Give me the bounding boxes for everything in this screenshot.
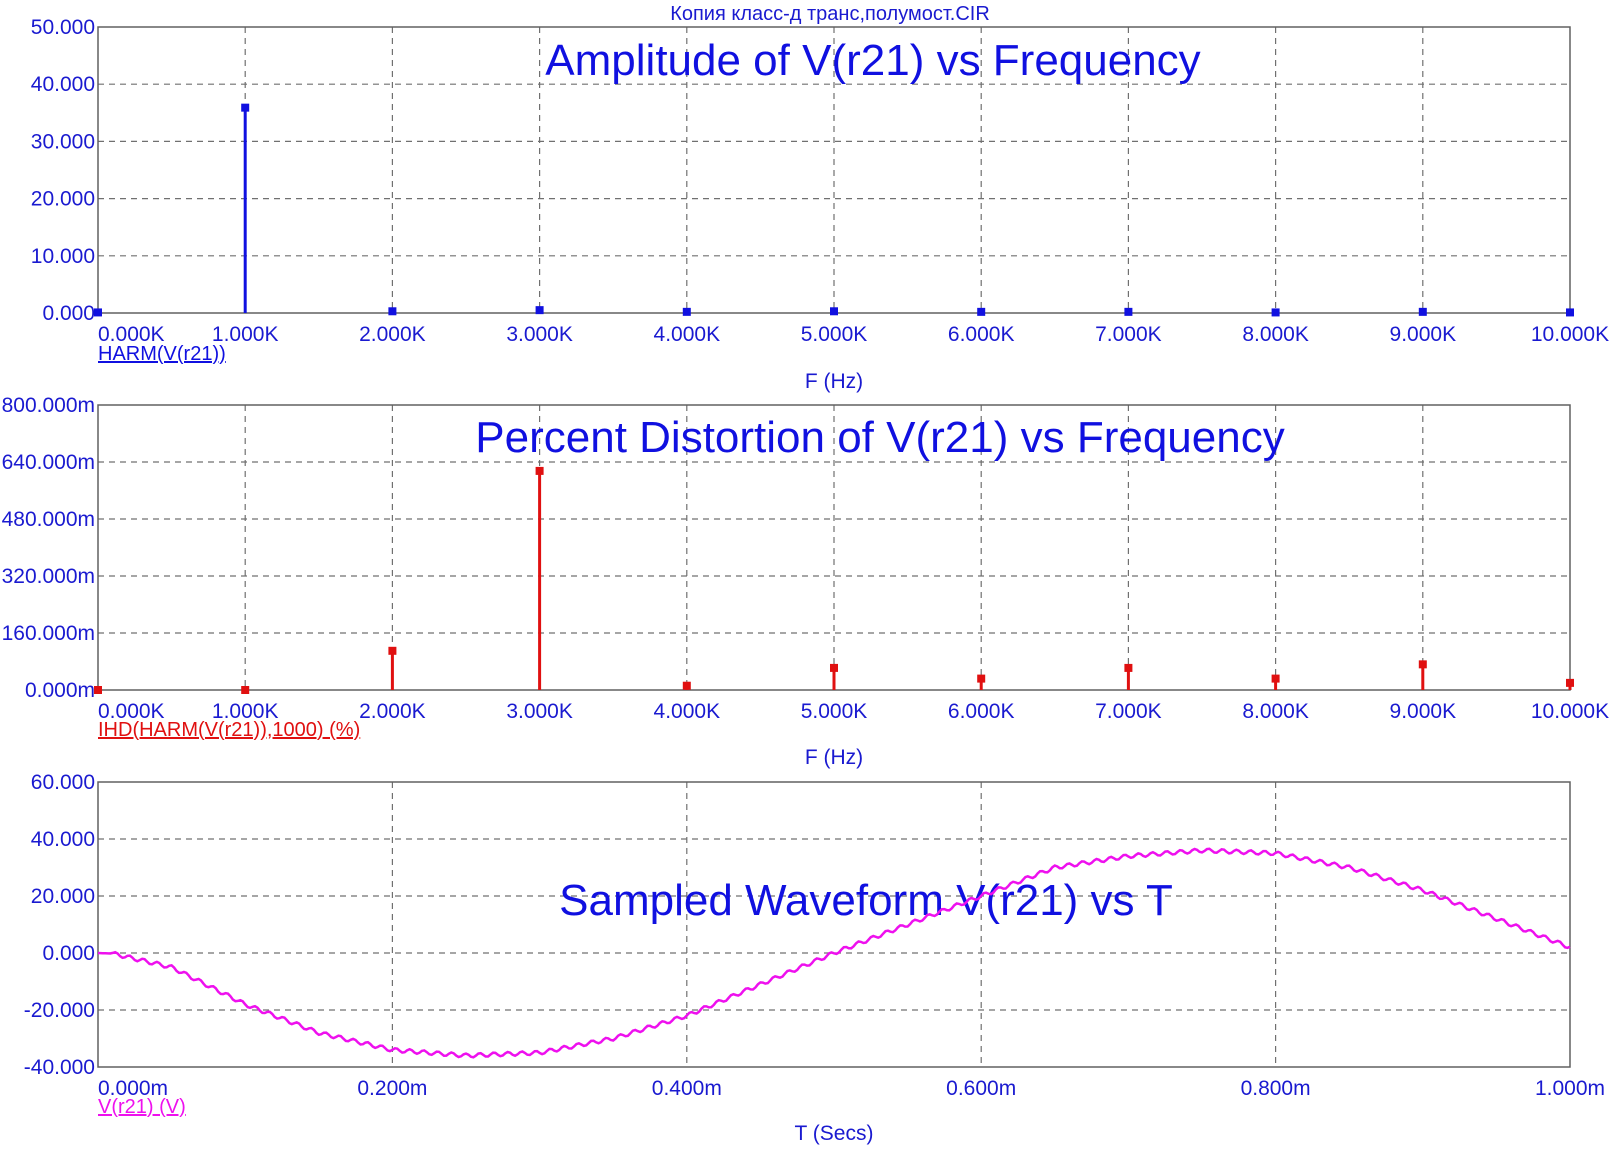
data-point: [535, 466, 544, 475]
y-tick-label: 20.000: [31, 188, 95, 211]
chart-panel-1: Amplitude of V(r21) vs Frequency 0.000 10.…: [31, 16, 1609, 393]
data-point: [830, 307, 838, 316]
y-tick-label: 40.000: [31, 828, 95, 851]
x-tick-label: 10.000K: [1531, 323, 1609, 346]
y-tick-label: 50.000: [31, 16, 95, 39]
x-tick-label: 5.000K: [801, 323, 868, 346]
x-axis-label: F (Hz): [805, 370, 863, 393]
x-tick-label: 7.000K: [1095, 323, 1162, 346]
x-tick-label: 1.000m: [1535, 1077, 1605, 1100]
data-point: [682, 681, 691, 690]
x-tick-label: 2.000K: [359, 323, 426, 346]
trace-label: IHD(HARM(V(r21)),1000) (%): [98, 719, 360, 741]
y-tick-label: 10.000: [31, 245, 95, 268]
x-axis-label: F (Hz): [805, 746, 863, 769]
x-tick-label: 8.000K: [1242, 323, 1309, 346]
x-tick-label: 1.000K: [212, 323, 279, 346]
x-tick-label: 10.000K: [1531, 700, 1609, 723]
trace-label: V(r21) (V): [98, 1096, 186, 1118]
y-tick-label: 0.000m: [25, 679, 95, 702]
y-tick-label: 0.000: [42, 942, 95, 965]
data-point: [1271, 308, 1280, 317]
y-tick-label: 800.000m: [2, 394, 95, 417]
data-point: [94, 308, 102, 317]
y-tick-label: 40.000: [31, 73, 95, 96]
data-point: [1566, 678, 1574, 687]
x-tick-label: 1.000K: [212, 700, 279, 723]
data-point: [535, 306, 544, 315]
data-point: [682, 307, 691, 316]
data-point: [977, 307, 986, 316]
series-line: [97, 847, 1571, 1059]
y-tick-label: -20.000: [24, 999, 95, 1022]
x-axis-label: T (Secs): [795, 1122, 874, 1145]
x-tick-label: 0.000K: [98, 700, 165, 723]
data-point: [1271, 674, 1280, 683]
data-point: [94, 686, 102, 694]
x-tick-label: 0.200m: [357, 1077, 427, 1100]
chart-title: Sampled Waveform V(r21) vs T: [559, 876, 1173, 925]
chart-panel-2: Percent Distortion of V(r21) vs Frequenc…: [2, 394, 1610, 769]
y-tick-label: 160.000m: [2, 622, 95, 645]
x-tick-label: 4.000K: [654, 323, 721, 346]
y-tick-label: 320.000m: [2, 565, 95, 588]
data-point: [977, 674, 986, 683]
chart-panel-3: Sampled Waveform V(r21) vs T -40.000 -20.0…: [24, 771, 1605, 1145]
data-point: [388, 307, 397, 316]
chart-panels: Amplitude of V(r21) vs Frequency 0.000 10.…: [2, 16, 1610, 1145]
data-point: [388, 646, 397, 655]
data-point: [1566, 308, 1574, 317]
x-tick-label: 5.000K: [801, 700, 868, 723]
y-tick-label: 20.000: [31, 885, 95, 908]
x-tick-label: 6.000K: [948, 700, 1015, 723]
data-point: [241, 686, 250, 694]
x-tick-label: 9.000K: [1390, 323, 1457, 346]
x-tick-label: 0.800m: [1241, 1077, 1311, 1100]
window-title: Копия класс-д транс,полумост.CIR: [670, 3, 990, 25]
x-tick-label: 8.000K: [1242, 700, 1309, 723]
y-tick-label: 0.000: [42, 302, 95, 325]
chart-title: Percent Distortion of V(r21) vs Frequenc…: [475, 413, 1284, 462]
data-point: [1418, 660, 1427, 669]
x-tick-label: 2.000K: [359, 700, 426, 723]
x-tick-label: 3.000K: [506, 323, 573, 346]
data-point: [830, 663, 838, 672]
x-tick-label: 0.000K: [98, 323, 165, 346]
y-tick-label: 60.000: [31, 771, 95, 794]
x-tick-label: 0.000m: [98, 1077, 168, 1100]
x-tick-label: 0.600m: [946, 1077, 1016, 1100]
data-point: [241, 103, 250, 112]
x-tick-label: 9.000K: [1390, 700, 1457, 723]
plot-frame: [97, 781, 1571, 1068]
y-tick-label: 480.000m: [2, 508, 95, 531]
x-tick-label: 3.000K: [506, 700, 573, 723]
x-tick-label: 4.000K: [654, 700, 721, 723]
x-tick-label: 6.000K: [948, 323, 1015, 346]
x-tick-label: 7.000K: [1095, 700, 1162, 723]
y-tick-label: 640.000m: [2, 451, 95, 474]
x-tick-label: 0.400m: [652, 1077, 722, 1100]
y-tick-label: -40.000: [24, 1056, 95, 1079]
y-tick-label: 30.000: [31, 130, 95, 153]
trace-label: HARM(V(r21)): [98, 343, 226, 365]
data-point: [1418, 307, 1427, 316]
data-point: [1124, 663, 1133, 672]
chart-title: Amplitude of V(r21) vs Frequency: [545, 36, 1200, 85]
data-point: [1124, 307, 1133, 316]
